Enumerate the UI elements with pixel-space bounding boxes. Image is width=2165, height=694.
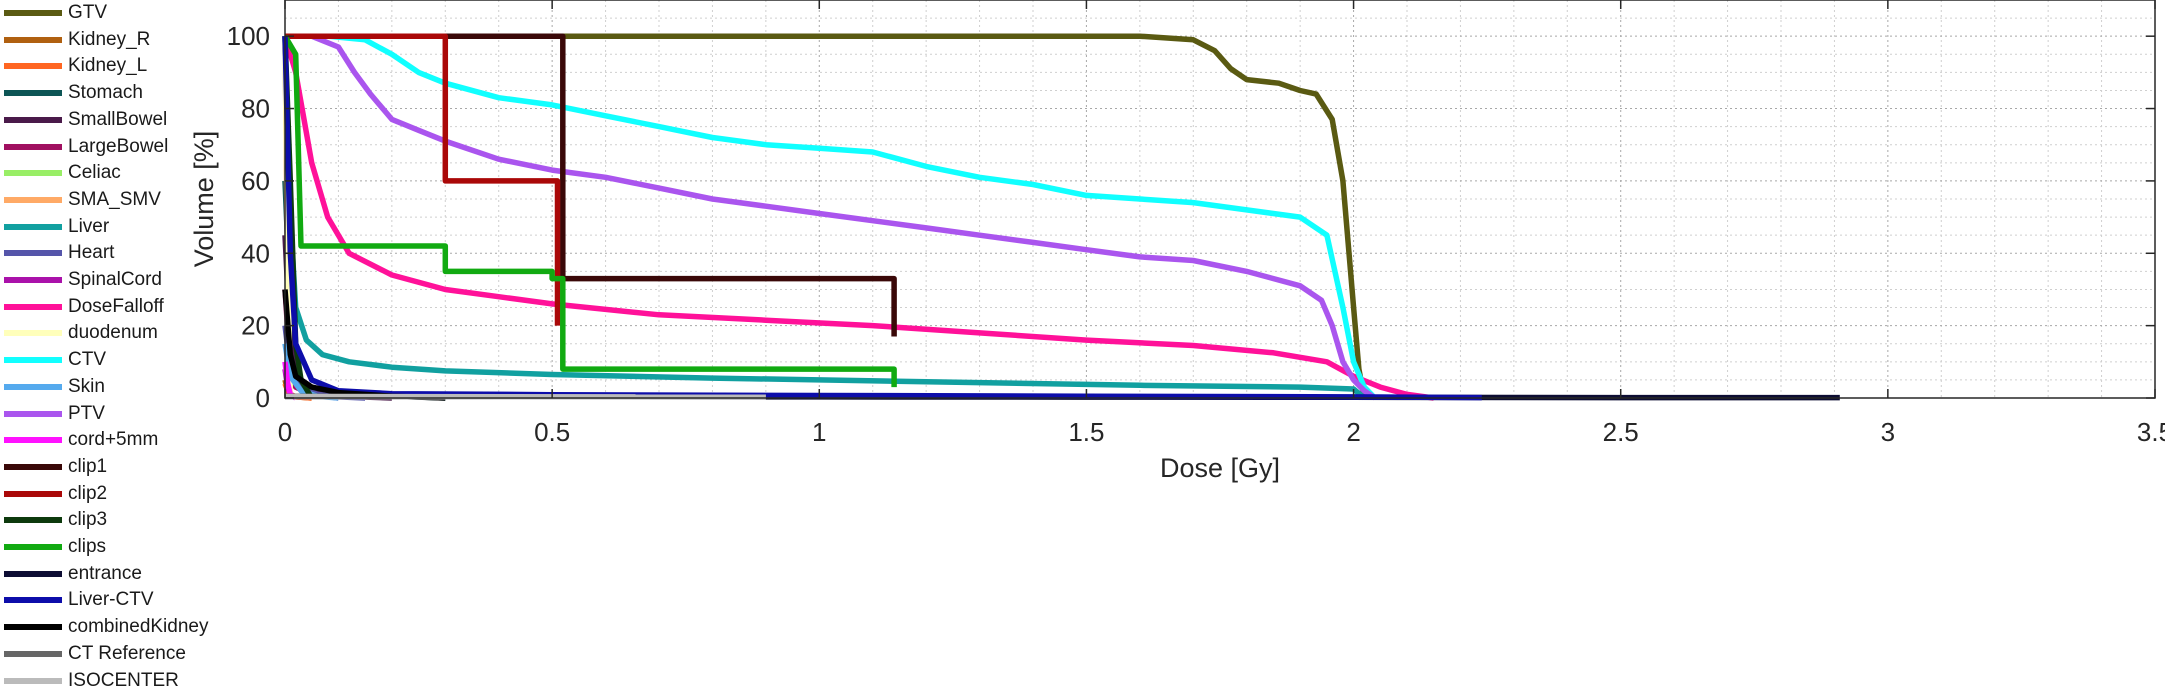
- x-tick-label: 0.5: [534, 417, 570, 447]
- x-axis-title: Dose [Gy]: [1160, 453, 1280, 483]
- x-tick-label: 0: [278, 417, 292, 447]
- y-tick-label: 80: [241, 94, 270, 124]
- x-tick-label: 3: [1881, 417, 1895, 447]
- x-tick-label: 2.5: [1603, 417, 1639, 447]
- x-tick-label: 1: [812, 417, 826, 447]
- y-tick-label: 0: [256, 383, 270, 413]
- y-tick-label: 20: [241, 311, 270, 341]
- x-tick-label: 2: [1346, 417, 1360, 447]
- y-tick-label: 100: [227, 21, 270, 51]
- y-tick-label: 40: [241, 238, 270, 268]
- x-tick-label: 1.5: [1068, 417, 1104, 447]
- y-axis-title: Volume [%]: [189, 131, 219, 268]
- y-tick-label: 60: [241, 166, 270, 196]
- x-tick-label: 3.5: [2137, 417, 2165, 447]
